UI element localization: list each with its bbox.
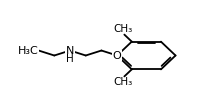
- Text: CH₃: CH₃: [114, 77, 133, 87]
- Text: H: H: [66, 54, 74, 64]
- Text: H₃C: H₃C: [18, 46, 39, 56]
- Text: N: N: [66, 46, 74, 56]
- Text: CH₃: CH₃: [114, 24, 133, 34]
- Text: O: O: [113, 51, 122, 60]
